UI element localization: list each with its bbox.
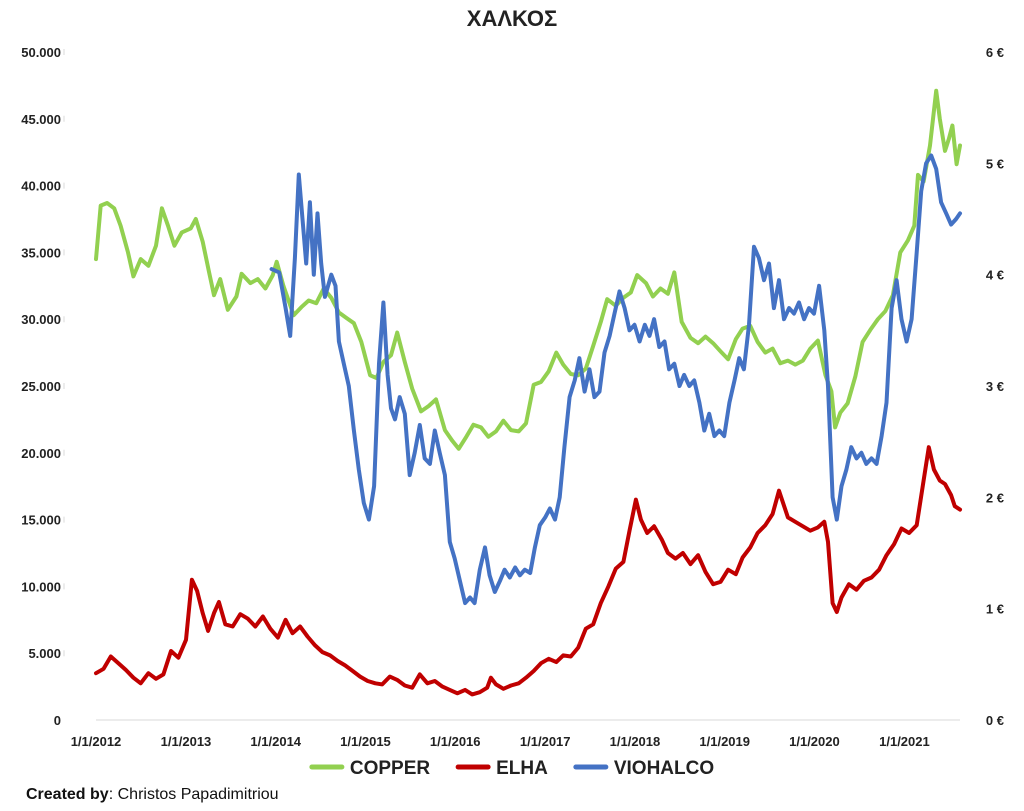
legend-item-viohalco: VIOHALCO — [573, 758, 714, 779]
right-axis: 0 € 1 € 2 € 3 € 4 € 5 € 6 € — [986, 45, 1004, 728]
legend-label: VIOHALCO — [614, 758, 714, 779]
y-left-tick-label: 0 — [54, 713, 61, 728]
legend: COPPER ELHA VIOHALCO — [309, 758, 714, 779]
x-tick-label: 1/1/2014 — [250, 734, 301, 749]
y-left-tick-label: 30.000 — [21, 312, 61, 327]
legend-item-elha: ELHA — [455, 758, 548, 779]
left-axis: 0 5.000 10.000 15.000 20.000 25.000 30.000 35.0… — [21, 45, 61, 728]
y-left-tick-label: 45.000 — [21, 112, 61, 127]
y-left-tick-label: 10.000 — [21, 579, 61, 594]
y-left-tick-label: 35.000 — [21, 245, 61, 260]
legend-item-copper: COPPER — [309, 758, 431, 779]
y-left-tick-label: 50.000 — [21, 45, 61, 60]
legend-label: ELHA — [496, 758, 548, 779]
x-tick-label: 1/1/2017 — [520, 734, 571, 749]
x-axis: 1/1/2012 1/1/2013 1/1/2014 1/1/2015 1/1/2016… — [71, 719, 960, 749]
y-right-tick-label: 4 € — [986, 268, 1004, 283]
x-tick-label: 1/1/2019 — [699, 734, 750, 749]
chart-title: ΧΑΛΚΟΣ — [467, 6, 557, 31]
legend-label: COPPER — [350, 758, 431, 779]
credit-line: Created by: Christos Papadimitriou — [26, 786, 279, 804]
x-tick-label: 1/1/2021 — [879, 734, 930, 749]
y-left-tick-label: 5.000 — [28, 646, 61, 661]
y-left-tick-label: 15.000 — [21, 513, 61, 528]
credit-author: Christos Papadimitriou — [117, 786, 279, 803]
y-right-tick-label: 2 € — [986, 490, 1004, 505]
x-tick-label: 1/1/2018 — [610, 734, 661, 749]
x-tick-label: 1/1/2013 — [161, 734, 212, 749]
series-line-copper — [94, 88, 962, 451]
series-line-viohalco — [269, 153, 962, 606]
x-tick-label: 1/1/2015 — [340, 734, 391, 749]
y-right-tick-label: 5 € — [986, 156, 1004, 171]
y-right-tick-label: 1 € — [986, 602, 1004, 617]
credit-prefix: Created by — [26, 786, 109, 803]
x-tick-label: 1/1/2016 — [430, 734, 481, 749]
x-tick-label: 1/1/2012 — [71, 734, 122, 749]
y-right-tick-label: 0 € — [986, 713, 1004, 728]
x-tick-label: 1/1/2020 — [789, 734, 840, 749]
y-left-tick-label: 20.000 — [21, 446, 61, 461]
series-layer — [94, 88, 962, 697]
credit-separator: : — [108, 786, 114, 803]
y-right-tick-label: 3 € — [986, 379, 1004, 394]
y-left-tick-label: 25.000 — [21, 379, 61, 394]
series-line-elha — [94, 445, 962, 697]
y-right-tick-label: 6 € — [986, 45, 1004, 60]
y-left-tick-label: 40.000 — [21, 179, 61, 194]
